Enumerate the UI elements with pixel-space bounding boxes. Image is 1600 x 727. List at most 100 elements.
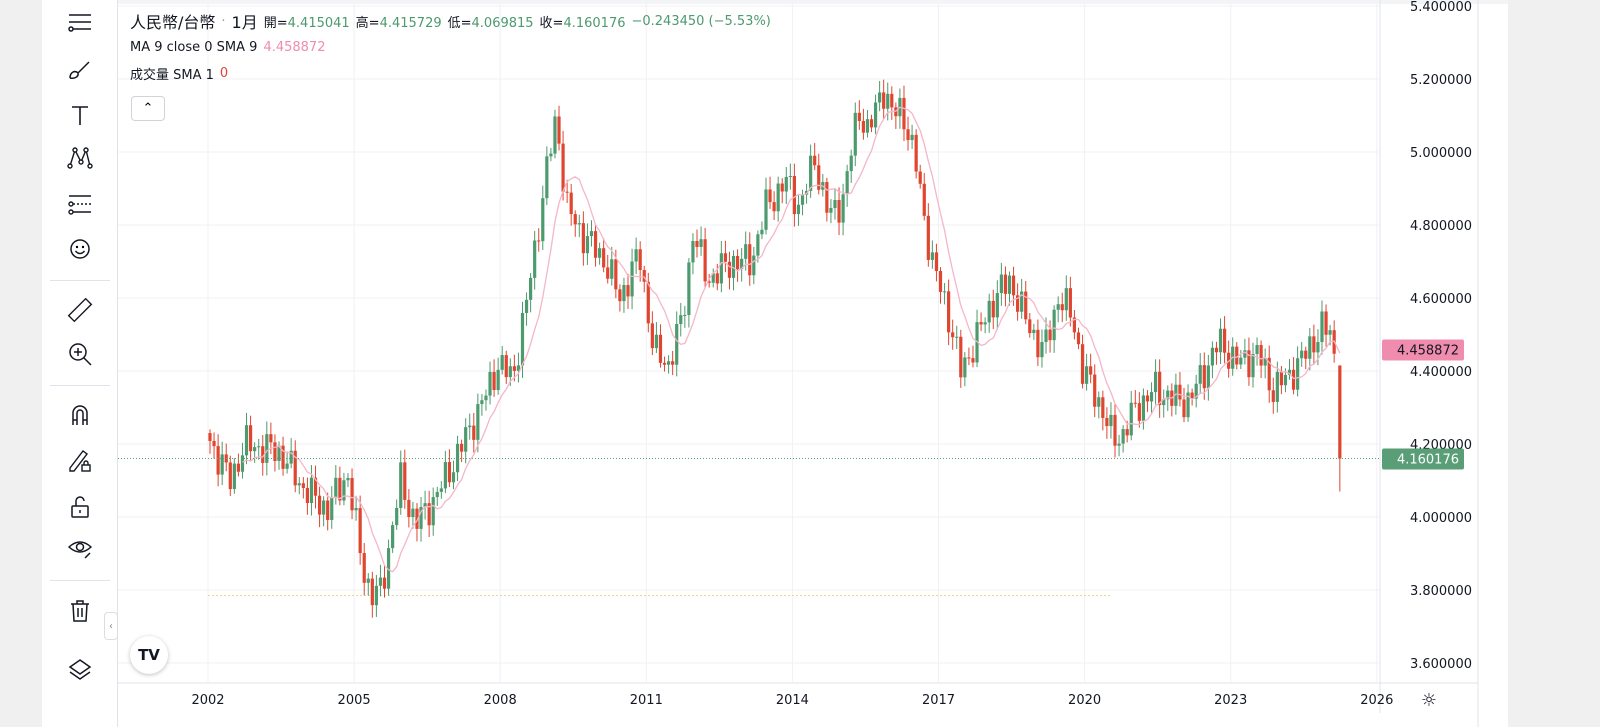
- collapse-legend-button[interactable]: ⌃: [131, 96, 165, 121]
- candle-body: [837, 200, 841, 223]
- candle: [1109, 402, 1113, 439]
- candle-body: [1247, 350, 1251, 378]
- candle: [1198, 353, 1202, 395]
- candle: [492, 359, 496, 397]
- candle: [837, 187, 841, 236]
- candle: [1218, 318, 1223, 365]
- emoji-icon[interactable]: [62, 231, 98, 267]
- candle: [987, 293, 991, 333]
- candle: [1076, 327, 1081, 350]
- candle: [740, 248, 744, 282]
- zoom-in-icon[interactable]: [62, 336, 98, 372]
- candle: [236, 453, 241, 477]
- magnet-icon[interactable]: [62, 397, 98, 433]
- candle: [959, 329, 963, 388]
- ruler-icon[interactable]: [62, 292, 98, 328]
- candle: [326, 492, 330, 531]
- candle: [419, 497, 423, 542]
- volume-label: 成交量 SMA 1: [130, 67, 214, 83]
- candle: [313, 465, 318, 509]
- collapse-toolbar-button[interactable]: ‹: [104, 612, 118, 640]
- candle: [334, 465, 338, 505]
- eye-icon[interactable]: [62, 530, 98, 566]
- candle: [1247, 337, 1251, 386]
- candle: [683, 305, 687, 328]
- candle-body: [963, 357, 967, 378]
- candle: [955, 325, 959, 350]
- candle-body: [902, 97, 906, 130]
- candle-body: [711, 273, 715, 283]
- candle-body: [257, 446, 261, 448]
- candle-body: [1198, 365, 1202, 384]
- candle-body: [1190, 392, 1194, 399]
- candle-body: [261, 446, 265, 463]
- candle-body: [529, 277, 533, 300]
- candle: [496, 357, 500, 395]
- trash-icon[interactable]: [62, 593, 98, 629]
- candle-body: [930, 252, 934, 260]
- candle: [768, 176, 772, 209]
- brush-icon[interactable]: [62, 52, 98, 88]
- candle: [1080, 334, 1085, 389]
- candle-body: [545, 156, 549, 199]
- candle-body: [1162, 399, 1166, 406]
- top-border: [118, 0, 1508, 4]
- candle: [1121, 425, 1125, 453]
- x-tick-label: 2002: [191, 693, 224, 708]
- candle-body: [500, 355, 504, 370]
- candle: [638, 241, 642, 282]
- candle: [1085, 354, 1089, 391]
- pattern-icon[interactable]: [62, 140, 98, 176]
- layers-icon[interactable]: [62, 652, 98, 688]
- candle: [1072, 309, 1077, 340]
- lock-drawing-icon[interactable]: [62, 443, 98, 479]
- candle: [776, 176, 780, 222]
- candlestick-chart[interactable]: 5.400000 5.200000 5.000000 4.800000 4.600000…: [0, 0, 1508, 727]
- candle: [281, 436, 285, 476]
- ma-row[interactable]: MA 9 close 0 SMA 9 4.458872: [130, 34, 771, 60]
- candle-body: [760, 229, 764, 235]
- prediction-icon[interactable]: [62, 186, 98, 222]
- candle-body: [480, 400, 484, 405]
- y-tick-label: 4.400000: [1410, 365, 1472, 380]
- candle: [244, 412, 249, 465]
- candle-body: [1093, 374, 1097, 407]
- candle-body: [1222, 328, 1227, 353]
- candle-body: [265, 434, 269, 463]
- candle: [675, 311, 679, 377]
- candle: [1097, 391, 1101, 419]
- candle: [679, 302, 683, 337]
- interval[interactable]: 1月: [231, 13, 258, 32]
- candle: [703, 227, 707, 289]
- candle: [589, 220, 594, 247]
- crosshair-menu-icon[interactable]: [62, 4, 98, 40]
- candle-body: [861, 121, 865, 133]
- candle: [533, 231, 537, 290]
- text-icon[interactable]: [62, 97, 98, 133]
- unlock-icon[interactable]: [62, 489, 98, 525]
- tradingview-logo[interactable]: TV: [130, 636, 168, 674]
- candle-body: [756, 234, 760, 256]
- candle: [524, 292, 529, 326]
- open-number: 4.415041: [287, 15, 350, 31]
- candle-body: [1166, 390, 1170, 400]
- candle: [427, 490, 431, 538]
- candle-body: [1283, 374, 1288, 386]
- candle: [1064, 275, 1068, 321]
- candle: [257, 438, 261, 460]
- symbol-name[interactable]: 人民幣/台幣: [130, 13, 216, 32]
- candle: [1153, 359, 1158, 405]
- volume-row[interactable]: 成交量 SMA 1 0: [130, 60, 771, 86]
- y-tick-label: 5.200000: [1410, 73, 1472, 88]
- volume-value: 0: [219, 65, 229, 81]
- candle-body: [1178, 384, 1182, 400]
- y-tick-label: 3.600000: [1410, 657, 1472, 672]
- candle: [541, 185, 545, 251]
- settings-gear-icon[interactable]: ☼: [1421, 690, 1437, 711]
- candle: [735, 249, 740, 282]
- candle-body: [622, 285, 626, 302]
- candle: [1028, 313, 1032, 338]
- candle: [999, 262, 1003, 306]
- candle-body: [496, 369, 500, 390]
- candle-body: [216, 446, 220, 475]
